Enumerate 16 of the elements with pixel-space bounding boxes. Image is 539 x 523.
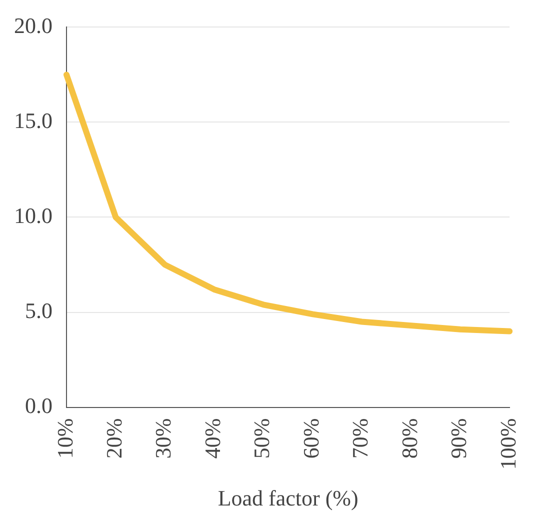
x-tick-label: 30%: [150, 418, 176, 459]
x-tick-label: 60%: [298, 418, 324, 459]
x-tick-label: 80%: [396, 418, 422, 459]
x-tick-label: 50%: [249, 418, 274, 459]
y-tick-label: 10.0: [14, 203, 52, 228]
x-tick-label: 70%: [348, 418, 373, 459]
y-tick-label: 0.0: [25, 393, 52, 418]
x-tick-label: 10%: [52, 418, 78, 459]
x-tick-label: 100%: [495, 418, 520, 470]
y-tick-label: 5.0: [25, 298, 52, 324]
y-tick-label: 15.0: [14, 108, 52, 133]
x-tick-label: 40%: [200, 418, 225, 459]
x-tick-label: 90%: [446, 418, 472, 459]
y-tick-label: 20.0: [14, 12, 52, 38]
x-axis-title: Load factor (%): [218, 486, 358, 511]
x-tick-label: 20%: [102, 418, 127, 459]
